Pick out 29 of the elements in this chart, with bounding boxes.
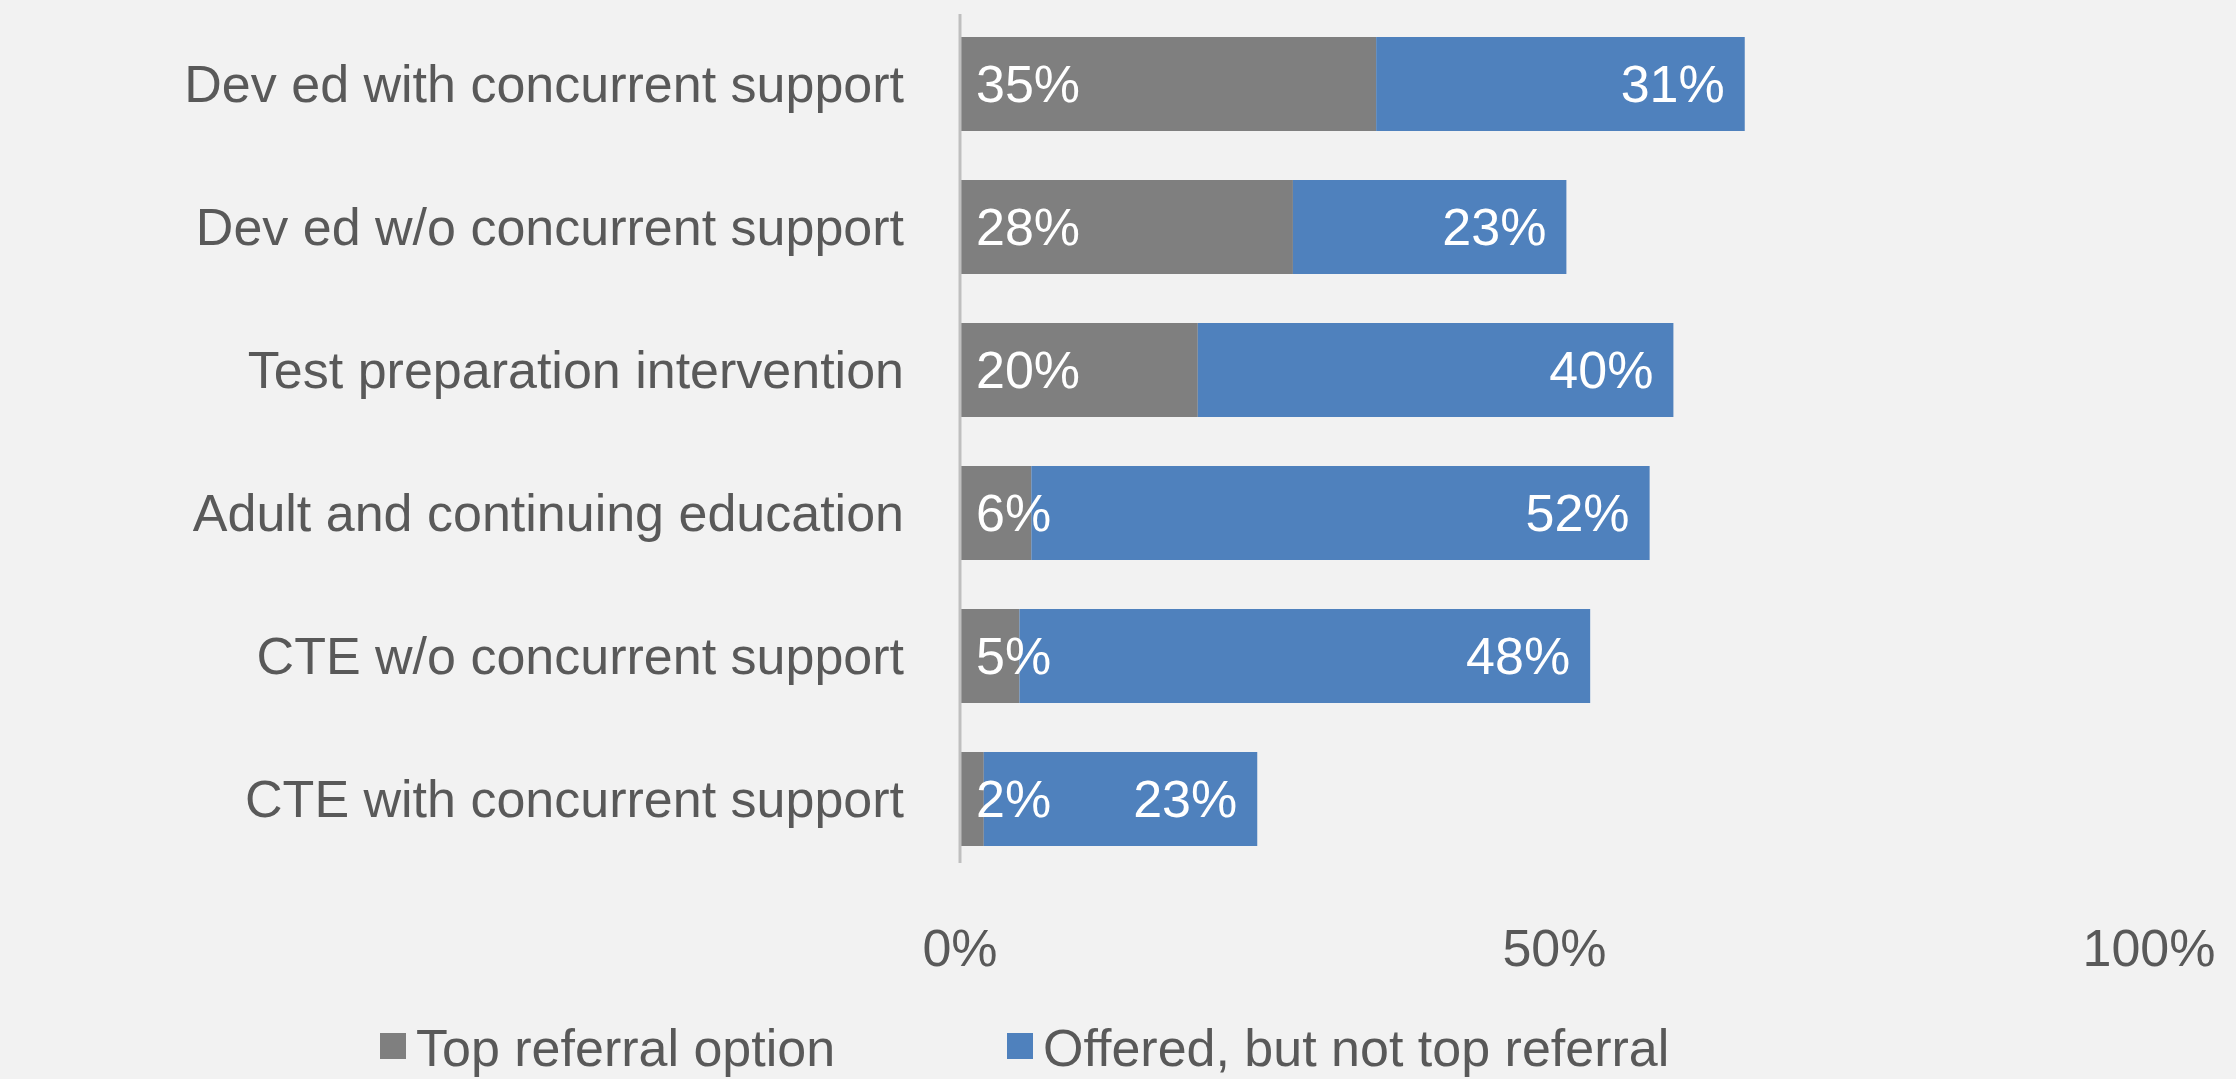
data-label: 48% <box>1466 627 1571 686</box>
bar <box>960 323 1198 417</box>
y-tick-label: Dev ed with concurrent support <box>184 55 905 114</box>
x-tick-label: 0% <box>922 919 998 978</box>
data-label: 23% <box>1442 198 1547 257</box>
y-tick-label: Adult and continuing education <box>192 484 904 543</box>
data-label: 52% <box>1525 484 1630 543</box>
data-label: 5% <box>976 627 1052 686</box>
x-tick-label: 100% <box>2082 919 2216 978</box>
legend-label: Top referral option <box>416 1019 836 1078</box>
data-label: 20% <box>976 341 1081 400</box>
bar <box>960 180 1293 274</box>
data-label: 2% <box>976 770 1052 829</box>
bar <box>1292 180 1567 274</box>
legend-label: Offered, but not top referral <box>1043 1019 1670 1078</box>
y-tick-label: CTE w/o concurrent support <box>256 627 905 686</box>
data-label: 40% <box>1549 341 1654 400</box>
y-tick-label: Test preparation intervention <box>247 341 904 400</box>
bar <box>960 37 1377 131</box>
data-label: 23% <box>1133 770 1238 829</box>
bar <box>1197 323 1674 417</box>
y-tick-label: CTE with concurrent support <box>245 770 905 829</box>
data-label: 35% <box>976 55 1081 114</box>
data-label: 31% <box>1620 55 1725 114</box>
data-label: 6% <box>976 484 1052 543</box>
data-label: 28% <box>976 198 1081 257</box>
x-tick-label: 50% <box>1502 919 1607 978</box>
y-tick-label: Dev ed w/o concurrent support <box>195 198 905 257</box>
bar <box>1376 37 1745 131</box>
